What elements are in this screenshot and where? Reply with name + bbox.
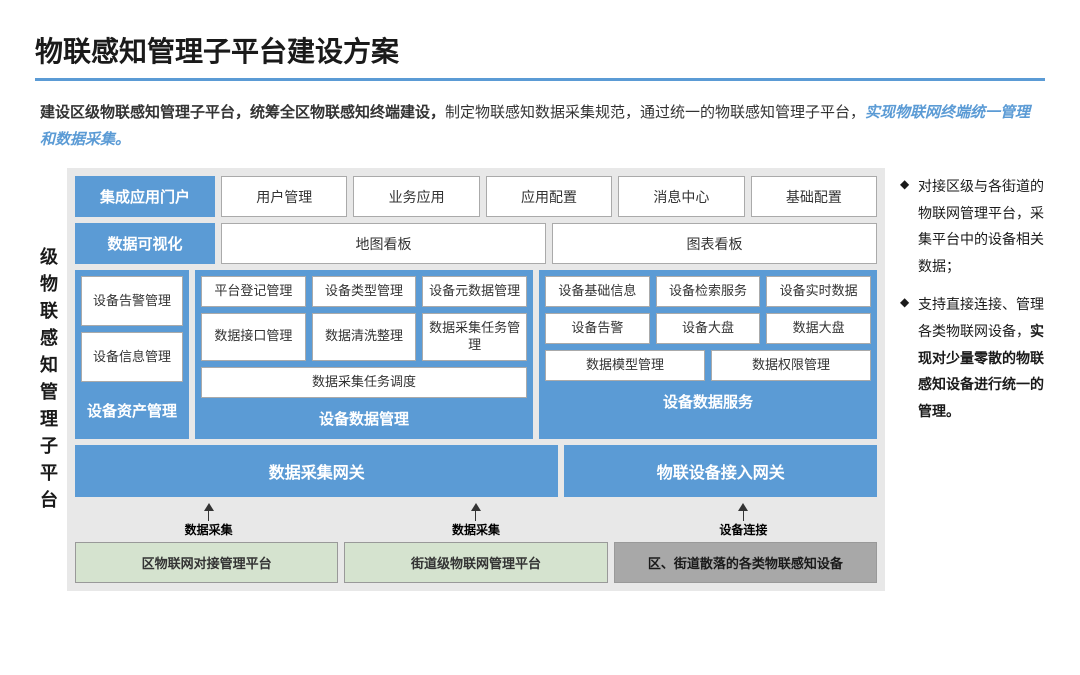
section-asset: 设备告警管理 设备信息管理 设备资产管理	[75, 270, 189, 439]
portal-item: 消息中心	[618, 176, 744, 217]
main-container: 级物联感知管理子平台 集成应用门户 用户管理 业务应用 应用配置 消息中心 基础…	[35, 168, 1045, 591]
viz-header: 数据可视化	[75, 223, 215, 264]
data-svc-row: 设备基础信息 设备检索服务 设备实时数据	[545, 276, 871, 307]
viz-item: 图表看板	[552, 223, 877, 264]
note-item: 对接区级与各街道的物联网管理平台，采集平台中的设备相关数据；	[900, 173, 1045, 279]
asset-item: 设备信息管理	[81, 332, 183, 382]
asset-title: 设备资产管理	[81, 388, 183, 432]
diagram: 集成应用门户 用户管理 业务应用 应用配置 消息中心 基础配置 数据可视化 地图…	[67, 168, 885, 591]
arrow-item: 数据采集	[75, 503, 342, 538]
vertical-label: 级物联感知管理子平台	[35, 168, 67, 591]
bottom-devices: 区、街道散落的各类物联感知设备	[614, 542, 877, 583]
bottom-platform: 区物联网对接管理平台	[75, 542, 338, 583]
data-mgmt-row: 数据采集任务调度	[201, 367, 527, 398]
arrow-label: 数据采集	[452, 521, 500, 538]
portal-header: 集成应用门户	[75, 176, 215, 217]
arrow-item: 设备连接	[610, 503, 877, 538]
asset-item: 设备告警管理	[81, 276, 183, 326]
side-notes: 对接区级与各街道的物联网管理平台，采集平台中的设备相关数据； 支持直接连接、管理…	[900, 168, 1045, 591]
row-visualization: 数据可视化 地图看板 图表看板	[75, 223, 877, 264]
desc-bold: 建设区级物联感知管理子平台，统筹全区物联感知终端建设，	[40, 104, 445, 121]
data-svc-item: 设备大盘	[656, 313, 761, 344]
data-mgmt-row: 数据接口管理 数据清洗整理 数据采集任务管理	[201, 313, 527, 361]
row-gateways: 数据采集网关 物联设备接入网关	[75, 445, 877, 497]
arrow-label: 设备连接	[719, 521, 767, 538]
desc-normal: 制定物联感知数据采集规范，通过统一的物联感知管理子平台，	[445, 104, 865, 121]
arrow-stem	[208, 511, 209, 521]
gateway-collect: 数据采集网关	[75, 445, 558, 497]
note-text: 对接区级与各街道的物联网管理平台，采集平台中的设备相关数据；	[918, 178, 1044, 274]
note-item: 支持直接连接、管理各类物联网设备，实现对少量零散的物联感知设备进行统一的管理。	[900, 291, 1045, 424]
gateway-connect: 物联设备接入网关	[564, 445, 877, 497]
data-mgmt-item: 数据清洗整理	[312, 313, 417, 361]
arrow-row: 数据采集 数据采集 设备连接	[75, 503, 877, 538]
arrow-item: 数据采集	[342, 503, 609, 538]
arrow-up-icon	[471, 503, 481, 511]
arrow-stem	[743, 511, 744, 521]
data-mgmt-item: 数据接口管理	[201, 313, 306, 361]
data-svc-item: 数据大盘	[766, 313, 871, 344]
data-mgmt-item: 设备元数据管理	[422, 276, 527, 307]
bottom-platform: 街道级物联网管理平台	[344, 542, 607, 583]
section-data-mgmt: 平台登记管理 设备类型管理 设备元数据管理 数据接口管理 数据清洗整理 数据采集…	[195, 270, 533, 439]
data-mgmt-row: 平台登记管理 设备类型管理 设备元数据管理	[201, 276, 527, 307]
data-svc-title: 设备数据服务	[545, 387, 871, 416]
data-svc-item: 设备检索服务	[656, 276, 761, 307]
portal-item: 用户管理	[221, 176, 347, 217]
portal-item: 应用配置	[486, 176, 612, 217]
data-svc-item: 设备告警	[545, 313, 650, 344]
portal-item: 基础配置	[751, 176, 877, 217]
section-data-service: 设备基础信息 设备检索服务 设备实时数据 设备告警 设备大盘 数据大盘 数据模型…	[539, 270, 877, 439]
portal-item: 业务应用	[353, 176, 479, 217]
data-svc-row: 数据模型管理 数据权限管理	[545, 350, 871, 381]
arrow-up-icon	[204, 503, 214, 511]
arrow-stem	[475, 511, 476, 521]
description: 建设区级物联感知管理子平台，统筹全区物联感知终端建设，制定物联感知数据采集规范，…	[35, 99, 1045, 153]
data-svc-item: 设备实时数据	[766, 276, 871, 307]
diagram-wrapper: 级物联感知管理子平台 集成应用门户 用户管理 业务应用 应用配置 消息中心 基础…	[35, 168, 885, 591]
data-mgmt-item: 设备类型管理	[312, 276, 417, 307]
data-mgmt-item: 平台登记管理	[201, 276, 306, 307]
page-title: 物联感知管理子平台建设方案	[35, 30, 1045, 70]
data-svc-item: 设备基础信息	[545, 276, 650, 307]
viz-item: 地图看板	[221, 223, 546, 264]
arrow-up-icon	[738, 503, 748, 511]
data-svc-row: 设备告警 设备大盘 数据大盘	[545, 313, 871, 344]
data-svc-item: 数据模型管理	[545, 350, 705, 381]
data-mgmt-item: 数据采集任务管理	[422, 313, 527, 361]
bottom-row: 区物联网对接管理平台 街道级物联网管理平台 区、街道散落的各类物联感知设备	[75, 542, 877, 583]
title-underline	[35, 78, 1045, 81]
data-svc-item: 数据权限管理	[711, 350, 871, 381]
arrow-label: 数据采集	[185, 521, 233, 538]
note-text: 支持直接连接、管理各类物联网设备，	[918, 296, 1044, 339]
row-sections: 设备告警管理 设备信息管理 设备资产管理 平台登记管理 设备类型管理 设备元数据…	[75, 270, 877, 439]
row-portal: 集成应用门户 用户管理 业务应用 应用配置 消息中心 基础配置	[75, 176, 877, 217]
data-mgmt-item: 数据采集任务调度	[201, 367, 527, 398]
data-mgmt-title: 设备数据管理	[201, 404, 527, 433]
